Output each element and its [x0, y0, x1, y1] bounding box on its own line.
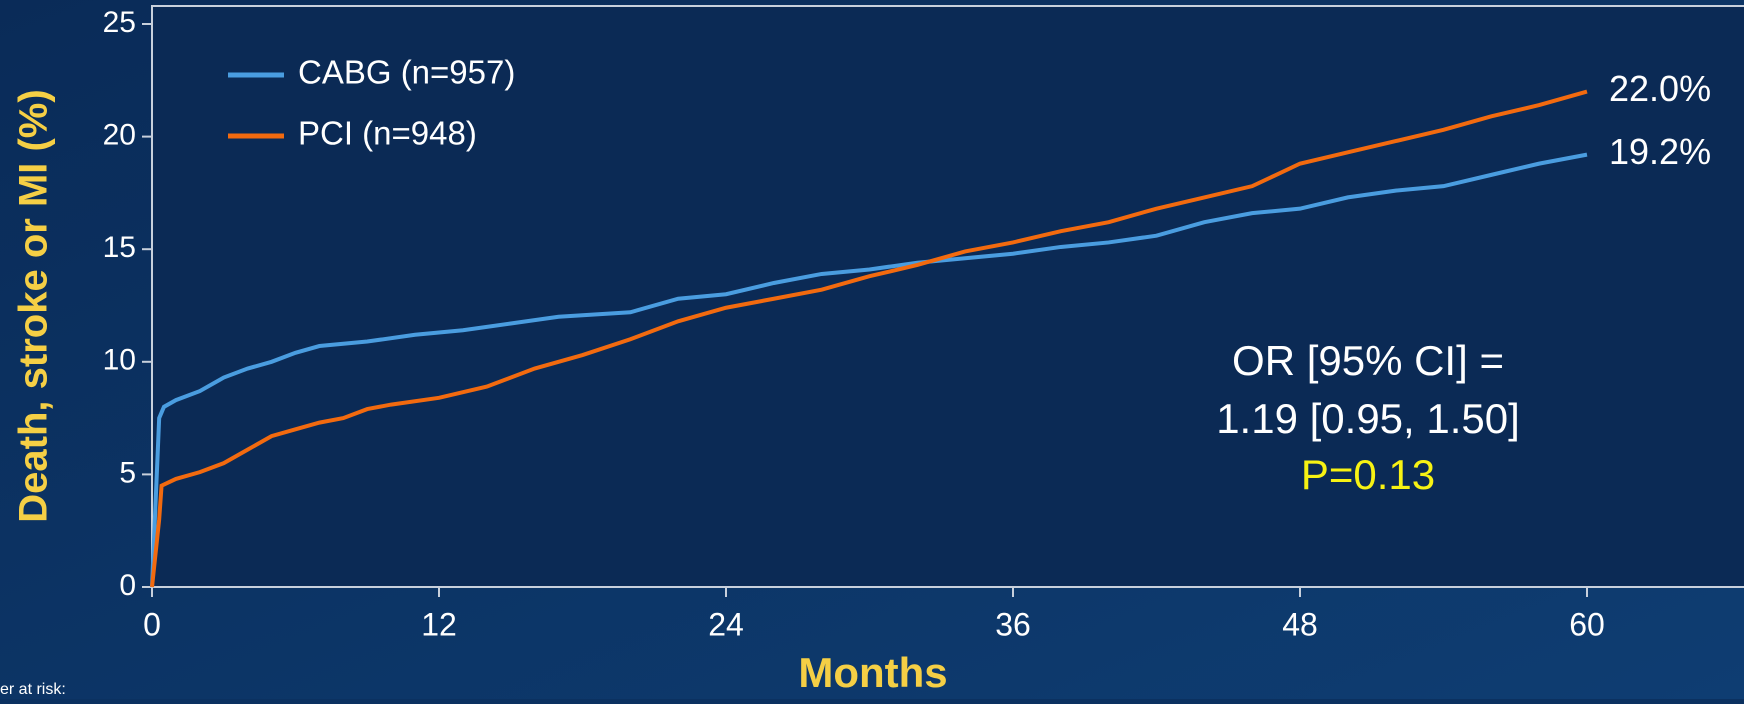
x-tick-label: 60 — [1569, 606, 1605, 642]
line — [150, 152, 1588, 588]
end-label: 22.0% — [1609, 68, 1711, 109]
y-tick-label: 5 — [119, 456, 136, 489]
x-tick-label: 0 — [143, 606, 161, 642]
x-tick-label: 48 — [1282, 606, 1318, 642]
x-tick-label: 24 — [708, 606, 744, 642]
y-tick-label: 10 — [103, 344, 136, 377]
annotation: 1.19 [0.95, 1.50] — [1216, 395, 1520, 442]
y-tick-label: 25 — [103, 6, 136, 39]
annotation: P=0.13 — [1301, 451, 1435, 498]
x-tick-label: 12 — [421, 606, 457, 642]
y-axis-title: Death, stroke or MI (%) — [12, 89, 56, 522]
end-label: 19.2% — [1609, 131, 1711, 172]
y-tick-label: 15 — [103, 231, 136, 264]
legend-label: PCI (n=948) — [298, 115, 477, 152]
y-tick-label: 20 — [103, 119, 136, 152]
x-tick-label: 36 — [995, 606, 1031, 642]
line — [150, 89, 1588, 588]
plot-area — [151, 5, 1744, 588]
annotation: OR [95% CI] = — [1232, 337, 1504, 384]
y-tick-label: 0 — [119, 569, 136, 602]
legend-label: CABG (n=957) — [298, 54, 515, 91]
x-axis-title: Months — [798, 649, 947, 696]
footer-text: er at risk: — [0, 681, 66, 698]
